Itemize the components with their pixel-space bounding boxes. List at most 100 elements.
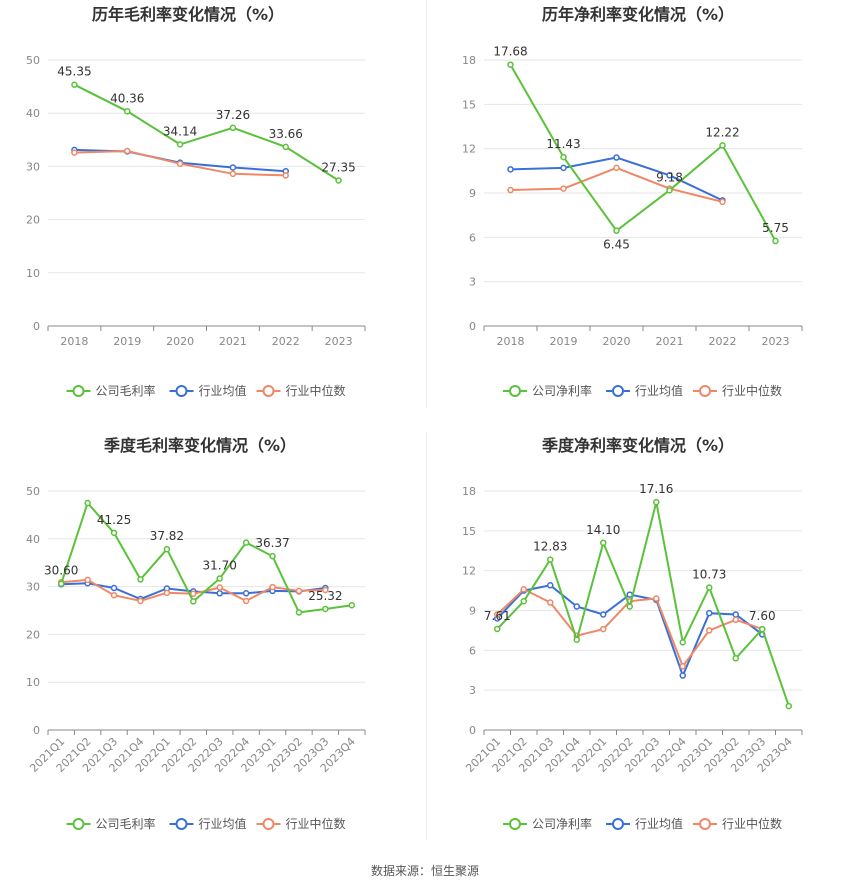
x-tick-label: 2020 (603, 335, 631, 348)
y-tick-label: 3 (469, 276, 476, 289)
y-tick-label: 9 (469, 187, 476, 200)
chart-4: 季度净利率变化情况（%）03691215182021Q12021Q22021Q3… (462, 436, 803, 831)
data-point (613, 154, 620, 161)
data-point (295, 587, 303, 595)
data-label: 9.18 (656, 170, 683, 184)
y-tick-label: 15 (462, 525, 476, 538)
legend-swatch-marker (509, 385, 521, 397)
data-point (137, 576, 144, 583)
chart-title: 季度毛利率变化情况（%） (103, 436, 296, 455)
y-tick-label: 6 (469, 231, 476, 244)
data-point (282, 143, 289, 151)
data-point (613, 164, 620, 172)
data-point (613, 227, 620, 234)
y-tick-label: 30 (26, 581, 40, 594)
data-point (507, 61, 514, 68)
data-point (71, 81, 78, 88)
data-point (137, 597, 144, 605)
legend-label: 公司毛利率 (96, 383, 156, 398)
data-point (785, 702, 792, 710)
legend-swatch-marker (509, 818, 521, 830)
data-point (124, 108, 131, 115)
legend-label: 行业中位数 (722, 383, 782, 398)
data-point (163, 589, 171, 597)
data-label: 7.60 (749, 609, 776, 623)
data-point (84, 499, 91, 507)
data-point (679, 663, 686, 670)
x-tick-label: 2023 (325, 335, 353, 348)
data-point (110, 529, 118, 537)
data-point (706, 609, 713, 617)
chart-1: 历年毛利率变化情况（%） 0 10 20 30 40 50 2018 2019 2020 2021 2… (26, 5, 366, 398)
legend-swatch-marker (175, 385, 188, 397)
data-point (600, 611, 607, 618)
data-point (573, 603, 580, 610)
legend-label: 行业均值 (199, 816, 247, 831)
legend-swatch-marker (175, 818, 188, 830)
legend-label: 行业中位数 (722, 816, 782, 831)
data-point (269, 583, 276, 591)
data-point (679, 672, 686, 679)
data-point (626, 603, 633, 610)
data-point (507, 186, 514, 194)
data-point (706, 627, 713, 634)
data-point (295, 609, 303, 616)
data-point (322, 586, 329, 594)
y-tick-label: 0 (33, 724, 40, 737)
data-point (57, 580, 65, 587)
y-tick-label: 50 (26, 54, 40, 67)
data-point (216, 575, 223, 582)
data-point (679, 639, 686, 646)
data-point (176, 141, 184, 148)
data-point (84, 576, 91, 584)
data-point (242, 590, 250, 597)
data-label: 45.35 (57, 65, 91, 79)
data-label: 25.32 (308, 589, 342, 603)
data-point (520, 586, 527, 593)
chart-3: 季度毛利率变化情况（%）010203040502021Q12021Q22021Q… (26, 436, 366, 831)
data-point (229, 170, 237, 178)
legend-swatch-marker (72, 818, 85, 830)
y-tick-label: 0 (469, 724, 476, 737)
data-label: 27.35 (321, 160, 355, 174)
data-point (190, 590, 197, 598)
data-point (653, 595, 660, 602)
chart-title: 历年净利率变化情况（%） (542, 5, 734, 24)
legend-swatch-marker (72, 385, 85, 397)
data-label: 30.60 (44, 564, 78, 578)
vertical-divider-bottom (426, 432, 427, 840)
y-tick-label: 6 (469, 644, 476, 657)
data-label: 10.73 (692, 568, 726, 582)
data-point (732, 616, 739, 624)
series-line (509, 64, 777, 242)
data-label: 17.68 (493, 45, 527, 59)
data-point (560, 164, 567, 172)
data-point (547, 582, 554, 589)
y-tick-label: 30 (26, 160, 40, 173)
y-tick-label: 40 (26, 107, 40, 120)
data-point (216, 584, 223, 591)
y-tick-label: 20 (26, 214, 40, 227)
chart-2: 历年净利率变化情况（%） 0 3 6 9 12 15 18 2018 2019 2020 2021 20… (462, 5, 803, 398)
data-point (229, 164, 237, 171)
x-tick-label: 2021 (656, 335, 684, 348)
data-point (520, 597, 527, 605)
data-point (269, 552, 276, 560)
series-line (73, 83, 340, 182)
data-point (560, 185, 567, 192)
data-label: 37.26 (216, 108, 250, 122)
data-point (547, 556, 554, 563)
data-point (190, 598, 197, 605)
data-point (124, 147, 131, 155)
legend-swatch-marker (612, 385, 624, 397)
x-tick-label: 2022 (272, 335, 300, 348)
data-point (242, 597, 250, 605)
data-point (653, 498, 660, 506)
y-tick-label: 10 (26, 267, 40, 280)
y-tick-label: 40 (26, 533, 40, 546)
data-point (71, 149, 78, 156)
data-point (494, 625, 501, 633)
data-point (110, 591, 118, 599)
data-label: 31.70 (203, 558, 237, 572)
